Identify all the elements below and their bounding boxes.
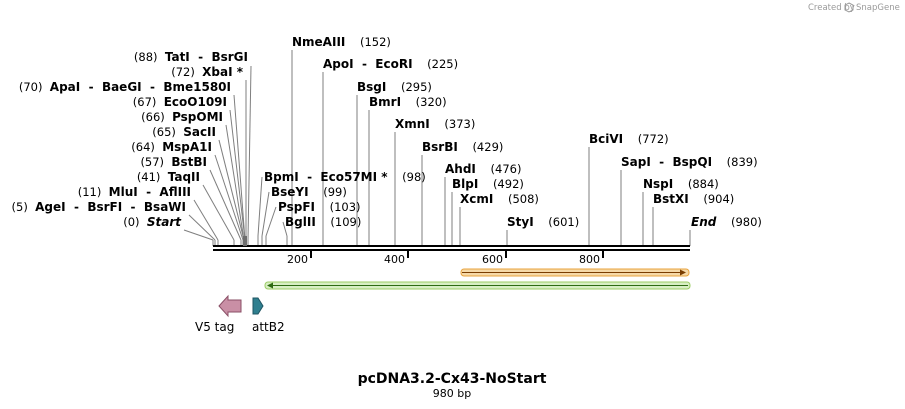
leader-right-17 bbox=[265, 206, 277, 237]
site-label-right-8[interactable]: XcmI (508) bbox=[460, 192, 539, 206]
feature-attb2[interactable]: attB2 bbox=[252, 297, 285, 334]
orf-reverse[interactable] bbox=[264, 281, 691, 290]
snapgene-logo-icon bbox=[844, 2, 854, 13]
leader-right-16 bbox=[261, 191, 270, 237]
site-label-left-8[interactable]: (41) TaqII bbox=[137, 170, 200, 184]
credit-brand: SnapGene bbox=[856, 3, 900, 13]
feature-label-attb2: attB2 bbox=[252, 320, 285, 334]
site-label-right-3[interactable]: BmrI (320) bbox=[369, 95, 447, 109]
leader-right-18 bbox=[282, 221, 288, 237]
site-label-right-12[interactable]: NspI (884) bbox=[643, 177, 719, 191]
site-label-left-9[interactable]: (11) MluI - AflIII bbox=[78, 185, 191, 199]
credit-prefix: Created by bbox=[808, 3, 855, 13]
site-label-left-5[interactable]: (65) SacII bbox=[152, 125, 216, 139]
site-label-right-14[interactable]: End (980) bbox=[691, 215, 762, 229]
site-label-left-6[interactable]: (64) MspA1I bbox=[131, 140, 212, 154]
leader-left-5 bbox=[218, 139, 245, 241]
ruler-label-200: 200 bbox=[287, 253, 308, 266]
site-label-left-1[interactable]: (72) XbaI * bbox=[171, 65, 244, 79]
attb2-arrow-icon bbox=[252, 297, 264, 315]
sequence-title: pcDNA3.2-Cx43-NoStart bbox=[358, 371, 547, 387]
feature-label-v5-tag: V5 tag bbox=[195, 320, 234, 334]
site-label-left-11[interactable]: (0) Start bbox=[123, 215, 182, 229]
ruler-label-800: 800 bbox=[579, 253, 600, 266]
v5-tag-arrow-icon bbox=[218, 294, 242, 318]
leader-left-4 bbox=[225, 124, 245, 241]
ruler-label-600: 600 bbox=[482, 253, 503, 266]
site-label-left-2[interactable]: (70) ApaI - BaeGI - Bme1580I bbox=[19, 80, 231, 94]
orf-reverse-arrowhead-icon bbox=[267, 282, 273, 289]
site-label-right-11[interactable]: SapI - BspQI (839) bbox=[621, 155, 758, 169]
feature-v5-tag[interactable]: V5 tag bbox=[195, 294, 242, 334]
site-label-right-0[interactable]: NmeAIII (152) bbox=[292, 35, 391, 49]
site-label-right-4[interactable]: XmnI (373) bbox=[395, 117, 475, 131]
site-label-right-1[interactable]: ApoI - EcoRI (225) bbox=[323, 57, 458, 71]
leader-right-15 bbox=[257, 176, 263, 237]
leader-left-11 bbox=[183, 229, 214, 241]
backbone bbox=[213, 236, 690, 251]
leader-left-6 bbox=[214, 154, 244, 241]
leader-left-9 bbox=[193, 199, 219, 241]
site-label-right-9[interactable]: StyI (601) bbox=[507, 215, 579, 229]
site-label-right-18[interactable]: BglII (109) bbox=[285, 215, 361, 229]
leader-left-7 bbox=[209, 169, 242, 241]
site-label-right-5[interactable]: BsrBI (429) bbox=[422, 140, 503, 154]
site-label-left-3[interactable]: (67) EcoO109I bbox=[133, 95, 227, 109]
site-label-right-2[interactable]: BsgI (295) bbox=[357, 80, 432, 94]
ruler: 200 400 600 800 bbox=[287, 251, 604, 266]
site-label-right-15[interactable]: BpmI - Eco57MI * (98) bbox=[264, 170, 426, 184]
site-label-left-7[interactable]: (57) BstBI bbox=[140, 155, 207, 169]
site-labels: (88) TatI - BsrGI(72) XbaI *(70) ApaI - … bbox=[12, 35, 762, 229]
site-label-right-16[interactable]: BseYI (99) bbox=[271, 185, 347, 199]
sequence-length: 980 bp bbox=[433, 387, 471, 400]
site-label-right-6[interactable]: AhdI (476) bbox=[445, 162, 521, 176]
leader-left-0 bbox=[247, 65, 252, 241]
site-label-left-10[interactable]: (5) AgeI - BsrFI - BsaWI bbox=[12, 200, 186, 214]
site-label-right-10[interactable]: BciVI (772) bbox=[589, 132, 669, 146]
leader-left-10 bbox=[188, 214, 216, 241]
site-label-right-13[interactable]: BstXI (904) bbox=[653, 192, 734, 206]
site-label-right-7[interactable]: BlpI (492) bbox=[452, 177, 524, 191]
site-label-left-0[interactable]: (88) TatI - BsrGI bbox=[134, 50, 248, 64]
orf-forward-arrowhead-icon bbox=[680, 269, 686, 276]
site-label-left-4[interactable]: (66) PspOMI bbox=[141, 110, 223, 124]
leader-left-3 bbox=[229, 109, 246, 241]
site-label-right-17[interactable]: PspFI (103) bbox=[278, 200, 361, 214]
leader-lines bbox=[183, 50, 691, 246]
ruler-label-400: 400 bbox=[384, 253, 405, 266]
leader-left-2 bbox=[233, 94, 246, 241]
orf-forward[interactable] bbox=[460, 268, 690, 277]
leader-left-8 bbox=[202, 184, 235, 241]
site-cluster-marker bbox=[243, 236, 247, 246]
